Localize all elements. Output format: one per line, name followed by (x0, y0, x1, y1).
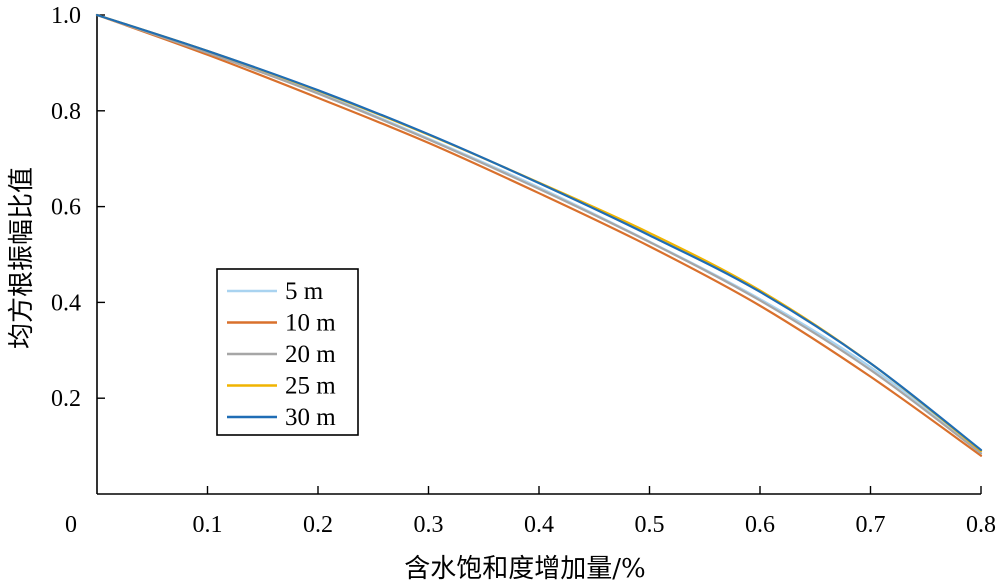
y-tick-label: 0.2 (51, 386, 81, 412)
y-tick-label: 1.0 (51, 3, 81, 29)
legend-label: 5 m (285, 278, 324, 305)
y-tick-label: 0.4 (51, 290, 81, 316)
series-line-20m (95, 13, 983, 455)
x-tick-label: 0.6 (745, 512, 775, 538)
x-tick-label: 0 (65, 512, 77, 538)
x-axis-title: 含水饱和度增加量/% (404, 554, 645, 584)
series-line-30m (95, 13, 983, 452)
x-tick-label: 0.4 (524, 512, 554, 538)
legend: 5 m 10 m 20 m 25 m 30 m (216, 268, 359, 436)
x-tick-label: 0.8 (966, 512, 996, 538)
legend-box (216, 268, 359, 436)
y-ticks: 0.2 0.4 0.6 0.8 1.0 (51, 3, 105, 412)
x-ticks: 0 0.1 0.2 0.3 0.4 0.5 0.6 0.7 0.8 (65, 486, 996, 538)
series-lines (95, 13, 983, 457)
x-tick-label: 0.3 (414, 512, 444, 538)
series-line-10m (95, 13, 983, 457)
legend-label: 20 m (285, 341, 336, 368)
x-tick-label: 0.2 (303, 512, 333, 538)
x-tick-label: 0.5 (635, 512, 665, 538)
legend-label: 10 m (285, 310, 336, 337)
x-tick-label: 0.7 (856, 512, 886, 538)
x-tick-label: 0.1 (193, 512, 223, 538)
legend-label: 25 m (285, 373, 336, 400)
y-tick-label: 0.6 (51, 195, 81, 221)
y-axis-title: 均方根振幅比值 (7, 167, 37, 349)
y-tick-label: 0.8 (51, 99, 81, 125)
legend-label: 30 m (285, 404, 336, 431)
